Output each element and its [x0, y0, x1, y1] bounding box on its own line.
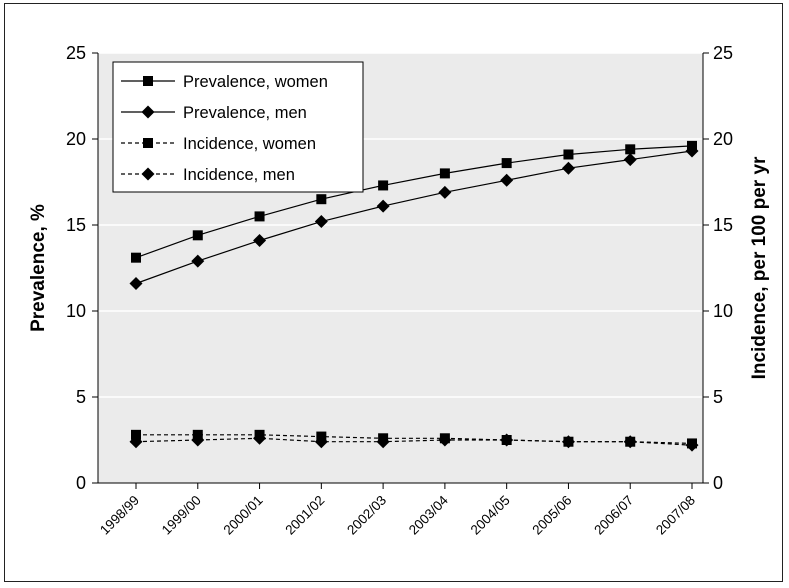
y-tick-label-left: 15: [66, 215, 86, 235]
y-tick-label-left: 20: [66, 129, 86, 149]
data-point: [623, 153, 637, 167]
x-tick-label: 2006/07: [591, 493, 636, 538]
data-point: [314, 215, 328, 229]
data-point: [501, 158, 512, 169]
data-point: [625, 144, 636, 155]
series-line: [135, 145, 693, 259]
x-tick-label: 2000/01: [221, 493, 266, 538]
data-point: [131, 252, 141, 263]
y-tick-label-right: 20: [713, 129, 733, 149]
legend-label: Incidence, women: [183, 135, 316, 153]
data-point: [561, 161, 575, 175]
legend-marker: [141, 105, 155, 119]
data-point: [376, 435, 390, 449]
legend-label: Prevalence, women: [183, 73, 328, 91]
y-tick-label-right: 5: [713, 387, 723, 407]
legend-label: Prevalence, men: [183, 104, 307, 122]
data-point: [378, 180, 389, 191]
data-point: [129, 435, 143, 449]
x-tick-label: 2003/04: [406, 492, 451, 537]
data-point: [500, 173, 514, 187]
y-tick-label-left: 10: [66, 301, 86, 321]
x-tick-label: 1999/00: [159, 493, 204, 538]
line-chart: 0 0 5 5 10 10 15 15 20 20 25 25 1998/99 1999/00 2000/0…: [28, 43, 770, 538]
data-point: [192, 230, 203, 241]
data-point: [314, 435, 328, 449]
series-line: [135, 437, 693, 446]
y-tick-label-right: 15: [713, 215, 733, 235]
data-point: [376, 199, 390, 213]
legend-marker: [141, 167, 155, 181]
data-point: [685, 144, 699, 158]
data-point: [438, 433, 452, 447]
y-tick-label-left: 5: [76, 387, 86, 407]
legend-marker: [143, 138, 153, 148]
series-line: [135, 150, 693, 285]
legend: Prevalence, women Prevalence, men Incidenc…: [112, 61, 364, 193]
chart-frame: 0 0 5 5 10 10 15 15 20 20 25 25 1998/99 1999/00 2000/0…: [4, 3, 783, 582]
data-point: [254, 211, 265, 222]
data-point: [685, 438, 699, 452]
data-point: [623, 435, 637, 449]
data-point: [500, 433, 514, 447]
legend-marker: [143, 76, 153, 86]
data-point: [316, 194, 327, 205]
legend-label: Incidence, men: [183, 166, 295, 184]
y-tick-label-left: 0: [76, 473, 86, 493]
y-tick-label-right: 10: [713, 301, 733, 321]
data-point: [561, 435, 575, 449]
x-tick-label: 2005/06: [529, 493, 574, 538]
x-tick-label: 1998/99: [97, 493, 142, 538]
x-tick-label: 2002/03: [344, 493, 389, 538]
data-point: [131, 429, 141, 440]
series-1: [129, 144, 699, 290]
y-tick-label-right: 25: [713, 43, 733, 63]
x-tick-label: 2001/02: [282, 493, 327, 538]
y-tick-label-right: 0: [713, 473, 723, 493]
data-point: [191, 254, 205, 268]
legend-box: [112, 61, 364, 193]
x-tick-label: 2007/08: [653, 493, 698, 538]
y-axis-right-label: Incidence, per 100 per yr: [749, 156, 770, 379]
y-tick-label-left: 25: [66, 43, 86, 63]
series-layer: [129, 140, 699, 452]
data-point: [563, 149, 574, 160]
series-3: [129, 431, 699, 452]
y-axis-left-label: Prevalence, %: [28, 204, 49, 332]
data-point: [191, 433, 205, 447]
data-point: [439, 168, 450, 179]
data-point: [129, 276, 143, 290]
data-point: [438, 185, 452, 199]
x-tick-label: 2004/05: [468, 493, 513, 538]
